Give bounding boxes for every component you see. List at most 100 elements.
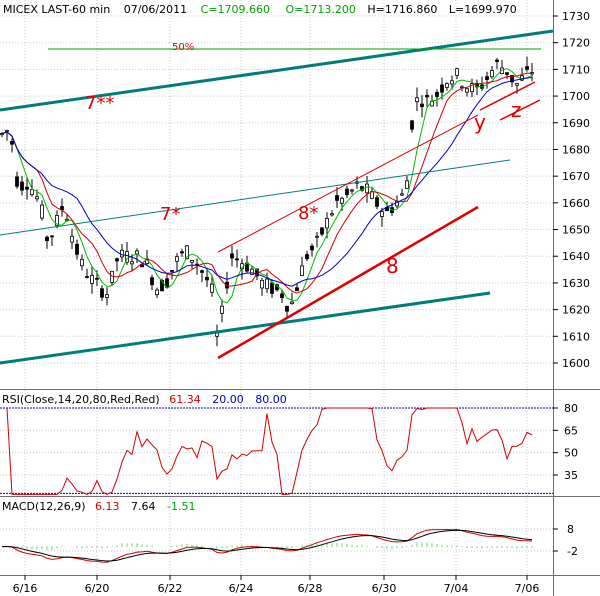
price-tick-label: 1730 (562, 10, 590, 23)
ma-fast-line (1, 68, 533, 304)
candle-up (325, 218, 329, 229)
rsi-title-text: RSI(Close,14,20,80,Red,Red) (2, 393, 160, 406)
price-tick-label: 1670 (562, 170, 590, 183)
candle-up (30, 189, 34, 196)
header-high: H=1716.860 (367, 3, 437, 16)
candle-up (300, 265, 304, 276)
x-tick-label: 7/06 (515, 582, 540, 595)
macd-hist-value: -1.51 (167, 500, 195, 513)
candle-up (315, 235, 319, 238)
candle-down (50, 235, 54, 238)
candle-down (495, 59, 499, 62)
candle-up (405, 180, 409, 190)
header-close: C=1709.660 (201, 3, 270, 16)
header-date: 07/06/2011 (124, 3, 187, 16)
channel-lower-line (0, 291, 491, 365)
candle-up (415, 97, 419, 103)
candle-down (160, 280, 164, 292)
trendline-8 (217, 205, 479, 360)
channel-upper-line (0, 29, 554, 112)
candle-up (175, 256, 179, 262)
candle-up (5, 130, 9, 132)
candle-down (270, 282, 274, 294)
header-low: L=1699.970 (449, 3, 517, 16)
header-text: MICEX LAST-60 min 07/06/2011 C=1709.660 … (3, 3, 517, 16)
candle-up (120, 249, 124, 258)
rsi-tick-label: 50 (564, 447, 578, 460)
candle-down (20, 181, 24, 191)
candle-down (235, 258, 239, 261)
macd-tick-label: 8 (567, 523, 574, 536)
candle-up (490, 70, 494, 78)
annotation-layer: 50% 7** 7* 8* 8 y z (85, 42, 522, 278)
price-tick-label: 1640 (562, 250, 590, 263)
rsi-layer (0, 407, 553, 495)
candle-down (150, 277, 154, 286)
candle-down (440, 84, 444, 93)
candle-up (330, 213, 334, 216)
x-tick-label: 6/30 (372, 582, 397, 595)
candle-up (210, 283, 214, 293)
x-tick-label: 6/22 (158, 582, 183, 595)
candle-down (45, 236, 49, 241)
annotation-label: 8 (386, 254, 399, 278)
candle-up (380, 211, 384, 217)
price-tick-label: 1720 (562, 37, 590, 50)
trendline-8-star (217, 114, 479, 253)
rsi-title: RSI(Close,14,20,80,Red,Red) 61.34 20.00 … (2, 393, 287, 406)
candle-up (70, 235, 74, 243)
candle-up (470, 83, 474, 93)
candle-up (350, 189, 354, 192)
candle-up (450, 80, 454, 85)
macd-tick-label: -2 (567, 545, 578, 558)
candle-up (55, 214, 59, 227)
channel-mid-line (0, 159, 511, 236)
price-tick-label: 1700 (562, 90, 590, 103)
candle-up (250, 268, 254, 275)
annotation-label: 7** (85, 93, 114, 114)
annotation-label: 8* (298, 203, 318, 224)
rsi-tick-label: 35 (564, 469, 578, 482)
price-tick-label: 1610 (562, 330, 590, 343)
candle-up (0, 133, 4, 136)
candle-down (525, 66, 529, 70)
x-tick-label: 6/28 (298, 582, 323, 595)
price-tick-label: 1660 (562, 197, 590, 210)
candle-down (100, 288, 104, 298)
candle-down (95, 277, 99, 280)
rsi-value: 61.34 (169, 393, 201, 406)
candle-down (320, 227, 324, 235)
candle-up (455, 68, 459, 76)
candle-down (305, 254, 309, 260)
price-tick-label: 1650 (562, 224, 590, 237)
candle-up (190, 260, 194, 263)
trendline-y (479, 81, 536, 111)
candle-down (280, 293, 284, 298)
candle-up (400, 193, 404, 196)
macd-signal-line (1, 529, 533, 562)
candle-up (110, 270, 114, 283)
price-layer (0, 29, 554, 365)
price-tick-label: 1690 (562, 117, 590, 130)
candle-up (465, 88, 469, 93)
candle-up (105, 294, 109, 298)
macd-signal-value: 7.64 (131, 500, 156, 513)
candle-down (510, 74, 514, 83)
axis-layer: 1730 1720 1710 1700 1690 1680 1670 1660 1650 1640… (13, 10, 590, 595)
candle-down (200, 270, 204, 273)
candle-up (155, 289, 159, 296)
candle-up (220, 305, 224, 314)
candle-down (410, 120, 414, 130)
price-tick-label: 1680 (562, 143, 590, 156)
candle-up (515, 83, 519, 86)
candle-down (165, 278, 169, 288)
candle-up (445, 83, 449, 88)
ma-slow-line (1, 77, 533, 287)
candle-up (40, 204, 44, 219)
rsi-line (6, 407, 533, 495)
candle-up (130, 261, 134, 265)
rsi-tick-label: 80 (564, 402, 578, 415)
price-tick-label: 1710 (562, 63, 590, 76)
candle-down (485, 76, 489, 80)
